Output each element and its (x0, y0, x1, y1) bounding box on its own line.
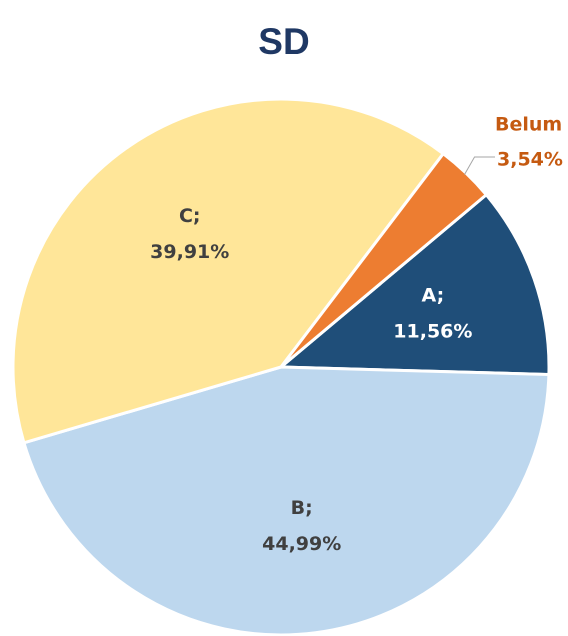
pie-slice (277, 192, 551, 377)
value-label: 3,54% (497, 149, 563, 171)
value-label: 39,91% (150, 241, 229, 263)
value-label: 44,99% (262, 533, 341, 555)
category-label: B; (291, 497, 313, 519)
category-label: Belum (495, 114, 562, 136)
chart-title: SD (258, 21, 309, 62)
pie-slice (11, 97, 446, 445)
pie-slice (22, 365, 551, 636)
leader-line (464, 156, 495, 175)
category-label: C; (179, 205, 201, 227)
category-label: A; (422, 285, 445, 307)
value-label: 11,56% (393, 321, 472, 343)
